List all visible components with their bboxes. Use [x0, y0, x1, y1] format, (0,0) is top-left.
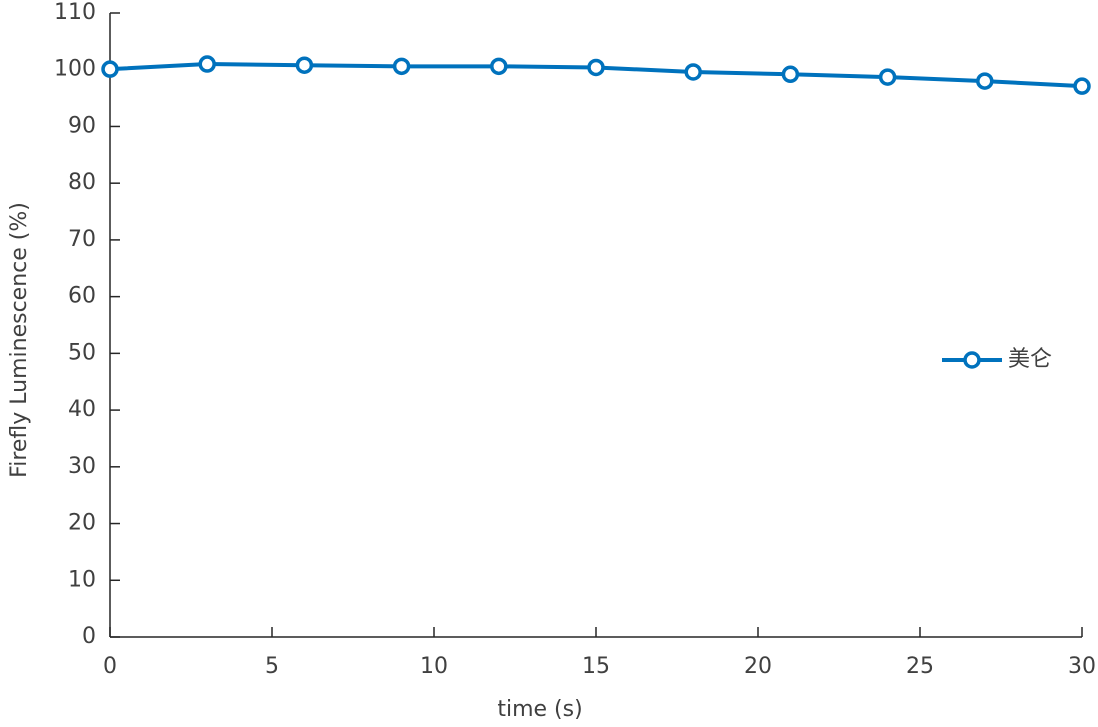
- y-tick-label: 0: [82, 624, 96, 649]
- y-tick-label: 30: [68, 454, 96, 479]
- x-tick-label: 10: [420, 654, 448, 679]
- legend-label: 美仑: [1008, 347, 1052, 372]
- y-tick-label: 70: [68, 227, 96, 252]
- marker: [392, 57, 411, 76]
- x-tick-label: 15: [582, 654, 610, 679]
- marker: [198, 55, 216, 73]
- y-tick-label: 50: [68, 340, 96, 365]
- y-tick-label: 100: [54, 57, 96, 82]
- x-tick-label: 20: [744, 654, 772, 679]
- y-tick-label: 20: [68, 511, 96, 536]
- marker: [684, 63, 702, 81]
- y-tick-label: 110: [54, 0, 96, 25]
- marker: [490, 57, 508, 76]
- legend-marker: [963, 351, 981, 369]
- marker: [878, 68, 897, 86]
- marker: [781, 65, 800, 84]
- y-tick-label: 80: [68, 170, 96, 195]
- x-tick-label: 0: [103, 654, 117, 679]
- y-tick-label: 90: [68, 113, 96, 138]
- x-axis-label: time (s): [497, 697, 582, 722]
- marker: [587, 58, 605, 77]
- marker: [976, 72, 994, 90]
- y-tick-label: 40: [68, 397, 96, 422]
- y-tick-label: 10: [68, 567, 96, 592]
- y-axis-label: Firefly Luminescence (%): [7, 202, 32, 478]
- marker: [295, 56, 314, 74]
- x-tick-label: 30: [1068, 654, 1096, 679]
- marker: [101, 60, 119, 78]
- x-tick-label: 25: [906, 654, 934, 679]
- marker: [1073, 77, 1091, 95]
- y-tick-label: 60: [68, 284, 96, 309]
- x-tick-label: 5: [265, 654, 279, 679]
